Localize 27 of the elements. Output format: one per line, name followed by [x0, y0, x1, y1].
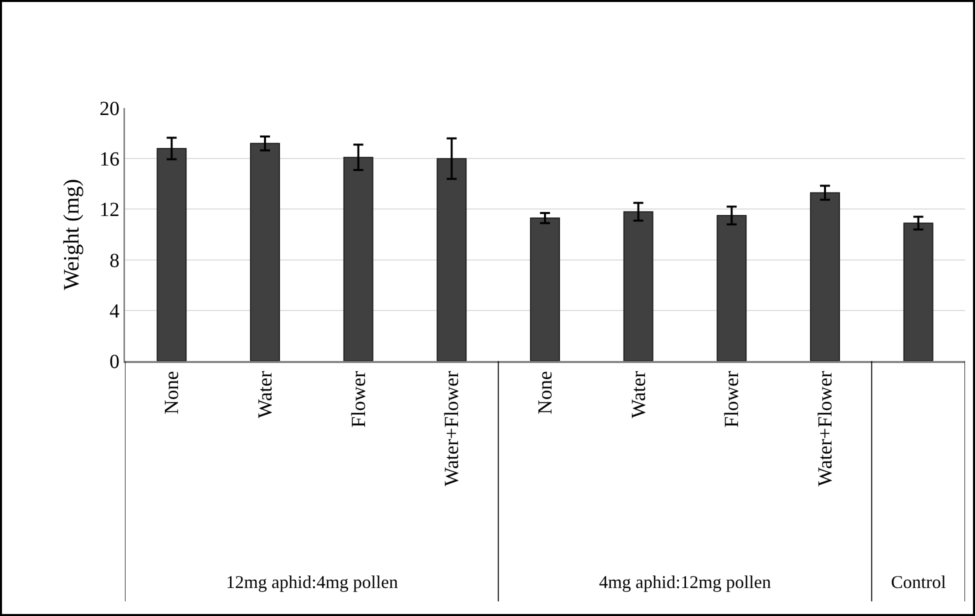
x-tick-label: Water+Flower: [441, 370, 464, 486]
bar: [530, 218, 560, 361]
y-tick-label: 0: [110, 351, 120, 373]
bar: [716, 215, 747, 361]
bar: [250, 142, 280, 361]
text: 12mg aphid:4mg pollen: [226, 572, 398, 592]
text: 4mg aphid:12mg pollen: [599, 572, 771, 592]
bar: [343, 156, 374, 361]
y-tick-label: 4: [110, 300, 120, 322]
y-tick-label: 16: [100, 148, 120, 171]
text: Control: [891, 572, 946, 592]
x-tick-label: None: [534, 370, 556, 414]
bar: [436, 158, 467, 361]
y-tick-label: 12: [100, 199, 120, 222]
bar: [903, 222, 934, 361]
x-tick-label: Water+Flower: [814, 370, 836, 486]
y-axis-title: Weight (mg): [58, 178, 84, 290]
bar: [810, 192, 840, 361]
x-tick-label: Flower: [348, 370, 370, 428]
bar: [156, 148, 187, 361]
x-tick-label: Water: [628, 370, 650, 418]
y-tick-label: 20: [100, 98, 120, 120]
y-tick-label: 8: [110, 250, 120, 272]
x-tick-label: None: [161, 370, 184, 414]
bar: [623, 211, 654, 361]
x-tick-label: Flower: [721, 370, 744, 428]
x-tick-label: Water: [254, 370, 276, 418]
